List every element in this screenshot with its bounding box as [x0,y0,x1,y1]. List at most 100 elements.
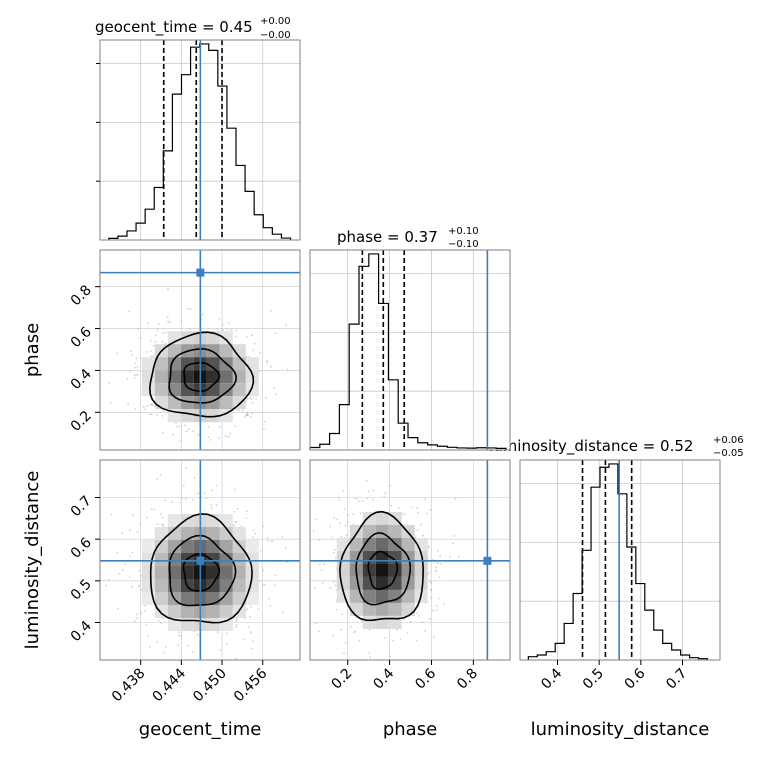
density-cell [232,527,246,540]
sample-point [127,403,130,406]
sample-point [252,349,254,351]
sample-point [335,567,338,570]
sample-point [396,628,398,631]
sample-point [270,309,272,312]
hist-panel-border [99,39,301,241]
sample-point [435,570,438,572]
sample-point [144,408,147,411]
density-cell [154,592,168,605]
sample-point [209,439,212,441]
sample-point [251,334,253,337]
sample-point [155,334,157,337]
sample-point [144,610,147,612]
hist-panel-phase-bg [310,250,510,450]
sample-point [184,424,187,427]
density-cell [219,331,233,345]
sample-point [355,497,358,500]
sample-point [406,632,409,634]
sample-point [247,625,250,628]
sample-point [416,507,418,510]
xtick-label-phase: 0.4 [370,665,397,692]
density-cell [362,524,376,538]
sample-point [162,524,164,527]
xtick-label-luminosity-distance: 0.6 [622,665,649,692]
density-cell [154,579,168,592]
sample-point [442,603,445,605]
density-cell [336,576,350,590]
sample-point [321,582,324,584]
sample-point [109,401,112,404]
sample-point [420,523,422,526]
sample-point [149,403,152,406]
sample-point [140,588,143,591]
sample-point [263,428,265,430]
sample-point [90,406,92,408]
density-cell [401,602,415,616]
sample-point [265,397,267,399]
sample-point [205,497,208,500]
sample-point [139,357,142,359]
sample-point [421,621,424,624]
title-geocent-time-minus: −0.00 [260,30,291,41]
sample-point [218,426,221,428]
sample-point [235,520,237,523]
density-cell [206,579,220,592]
sample-point [169,321,172,324]
density-cell [154,553,168,566]
sample-point [333,548,336,551]
sample-point [227,668,229,670]
sample-point [189,308,192,310]
sample-point [117,607,119,610]
sample-point [187,662,189,664]
sample-point [260,549,262,552]
density-cell [349,537,363,551]
sample-point [235,619,238,622]
sample-point [185,430,188,433]
xtick-label-phase: 0.6 [412,665,439,692]
sample-point [177,644,180,647]
density-cell [401,537,415,551]
joint-panel-geocent-time-vs-phase [90,249,301,451]
sample-point [430,582,432,584]
sample-point [350,625,352,628]
sample-point [245,413,248,416]
density-cell [167,618,181,631]
sample-point [318,539,321,541]
density-cell [388,563,402,577]
xtick-label-geocent-time: 0.456 [231,665,271,705]
sample-point [266,536,269,539]
ytick-label-luminosity-distance: 0.5 [68,576,95,603]
sample-point [229,432,232,435]
sample-point [177,631,180,633]
density-cell [141,383,155,397]
ytick-label-luminosity-distance: 0.4 [68,618,95,645]
sample-point [121,569,124,571]
joint-panel-geocent-time-vs-luminosity-distance [99,459,301,670]
sample-point [426,512,428,515]
density-cell [180,592,194,605]
density-cell [375,589,389,603]
sample-point [156,414,159,416]
ytick-label-phase: 0.4 [68,366,95,393]
sample-point [187,428,190,430]
sample-point [249,416,252,418]
hist-panel-luminosity-distance-bg [520,460,720,660]
sample-point [438,597,441,600]
sample-point [221,329,223,332]
sample-point [320,568,323,571]
sample-point [418,615,420,617]
density-cell [375,563,389,577]
sample-point [191,498,194,501]
sample-point [331,536,334,539]
ytick-label-phase: 0.6 [68,324,95,351]
sample-point [384,637,386,639]
sample-point [343,507,346,510]
sample-point [267,540,269,542]
sample-point [243,638,246,641]
sample-point [424,498,427,501]
sample-point [345,642,347,644]
sample-point [417,511,419,514]
density-cell [167,527,181,540]
density-cell [206,605,220,618]
sample-point [105,584,107,587]
